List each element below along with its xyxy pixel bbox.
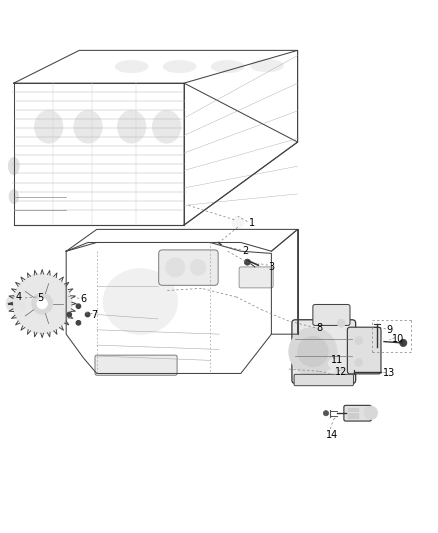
Circle shape [166, 258, 185, 277]
Circle shape [32, 293, 53, 314]
Circle shape [355, 337, 363, 345]
Ellipse shape [6, 296, 17, 311]
Text: 14: 14 [326, 430, 339, 440]
Text: 12: 12 [335, 367, 347, 377]
Text: 4: 4 [15, 292, 21, 302]
Ellipse shape [35, 110, 63, 143]
Text: 1: 1 [249, 218, 255, 228]
Ellipse shape [74, 110, 102, 143]
Ellipse shape [9, 190, 18, 204]
Circle shape [85, 312, 90, 317]
Ellipse shape [117, 110, 146, 143]
Ellipse shape [103, 269, 177, 334]
FancyBboxPatch shape [294, 374, 353, 386]
FancyBboxPatch shape [292, 320, 356, 384]
Circle shape [337, 319, 345, 327]
Circle shape [289, 328, 337, 376]
Text: 5: 5 [37, 293, 43, 303]
Circle shape [37, 298, 47, 309]
FancyBboxPatch shape [313, 304, 350, 326]
Text: 8: 8 [316, 322, 322, 333]
Text: 6: 6 [81, 294, 87, 304]
Circle shape [400, 340, 407, 346]
FancyBboxPatch shape [239, 267, 273, 288]
Text: 2: 2 [242, 246, 248, 256]
FancyBboxPatch shape [347, 327, 381, 374]
Text: 7: 7 [92, 310, 98, 320]
Circle shape [364, 406, 378, 419]
Text: 11: 11 [331, 356, 343, 365]
Ellipse shape [163, 60, 196, 72]
Circle shape [323, 410, 328, 416]
Circle shape [12, 274, 72, 333]
Text: 9: 9 [386, 325, 392, 335]
Ellipse shape [251, 60, 283, 72]
Ellipse shape [212, 60, 244, 72]
Ellipse shape [8, 157, 19, 175]
Circle shape [328, 359, 338, 368]
Text: 3: 3 [268, 262, 275, 271]
FancyBboxPatch shape [159, 250, 218, 285]
Circle shape [76, 304, 81, 309]
Circle shape [190, 260, 206, 275]
Circle shape [297, 336, 328, 367]
Circle shape [76, 321, 81, 325]
Circle shape [67, 312, 71, 317]
Circle shape [335, 367, 343, 375]
FancyBboxPatch shape [344, 405, 371, 421]
Ellipse shape [115, 60, 148, 72]
Circle shape [232, 216, 244, 228]
Text: 10: 10 [392, 334, 404, 344]
Circle shape [355, 359, 363, 367]
Ellipse shape [152, 110, 181, 143]
Circle shape [244, 259, 251, 265]
Text: 13: 13 [383, 368, 396, 378]
Ellipse shape [18, 297, 25, 311]
FancyBboxPatch shape [95, 355, 177, 375]
